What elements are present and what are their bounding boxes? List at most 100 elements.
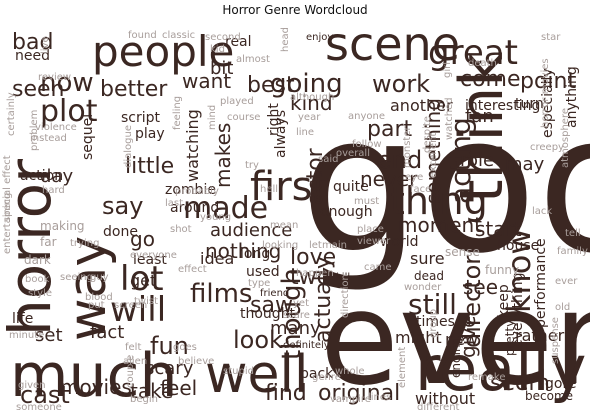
word-real: real: [225, 34, 252, 50]
word-find: find: [265, 381, 307, 406]
word-lines: lines: [368, 392, 391, 403]
word-script: script: [121, 110, 161, 126]
word-twist: twist: [134, 296, 158, 307]
word-pretty: pretty: [503, 320, 517, 356]
word-need: need: [15, 48, 50, 64]
word-girl: girl: [442, 62, 453, 78]
word-know: know: [500, 228, 538, 313]
word-lack: lack: [532, 206, 552, 217]
word-played: played: [220, 96, 254, 107]
word-someone: someone: [16, 402, 62, 413]
word-great: great: [428, 33, 518, 73]
word-wonder: wonder: [404, 282, 442, 293]
word-hell: hell: [260, 184, 278, 195]
word-creepy: creepy: [530, 142, 564, 153]
word-hard: hard: [42, 185, 65, 196]
word-almost: almost: [236, 54, 270, 65]
word-going: going: [270, 69, 343, 99]
word-eye: eye: [405, 172, 423, 183]
word-main: main: [322, 240, 347, 251]
word-line: line: [296, 127, 314, 138]
word-watched: watched: [444, 97, 455, 140]
word-seen: seen: [12, 77, 64, 102]
word-may: may: [505, 154, 545, 175]
word-certainly: certainly: [6, 92, 17, 136]
word-give: give: [456, 316, 480, 358]
word-back: back: [300, 366, 334, 382]
word-work: work: [372, 70, 430, 98]
word-entertaining: entertaining: [2, 193, 13, 254]
word-believe: believe: [178, 356, 214, 367]
word-kid: kid: [210, 44, 225, 55]
word-even: even: [320, 265, 590, 414]
word-enough: enough: [320, 204, 373, 220]
word-scene: scene: [325, 18, 460, 71]
word-horror-movies: horror movies: [540, 58, 551, 128]
word-viewer: viewer: [357, 236, 391, 247]
word-day: day: [40, 166, 73, 187]
word-action: action: [20, 168, 63, 184]
word-violence: violence: [35, 122, 77, 133]
word-part: part: [367, 117, 412, 142]
word-another: another: [390, 96, 453, 115]
word-sure: sure: [410, 249, 445, 268]
word-face: face: [410, 184, 431, 195]
word-moment: moment: [398, 213, 482, 237]
word-felt: felt: [125, 342, 141, 353]
word-dialogue: dialogue: [123, 125, 134, 168]
word-seem: seem: [490, 371, 550, 396]
word-interesting: interesting: [465, 98, 540, 114]
word-thing: thing: [390, 179, 488, 223]
word-watching: watching: [183, 109, 202, 182]
word-first: first: [250, 164, 328, 210]
word-scary: scary: [145, 358, 194, 379]
word-start: start: [475, 217, 522, 241]
word-excellent: excellent: [428, 133, 439, 178]
word-place: place: [357, 224, 384, 235]
word-feeling: feeling: [172, 96, 183, 130]
word-zombie: zombie: [165, 182, 216, 198]
word-atmosphere: atmosphere: [560, 108, 571, 168]
word-follow: follow: [352, 139, 382, 150]
word-funny: funny: [485, 263, 519, 277]
word-sequel: sequel: [80, 114, 96, 160]
word-live: live: [40, 36, 51, 54]
word-friend: friend: [260, 288, 289, 299]
word-said: said: [318, 154, 338, 165]
word-nothing: nothing: [205, 239, 281, 263]
word-keep: keep: [496, 284, 512, 318]
word-used: used: [246, 264, 280, 280]
word-might: might: [395, 328, 442, 347]
word-play: play: [135, 126, 165, 142]
word-performance: performance: [533, 238, 549, 328]
word-life: life: [12, 311, 33, 327]
word-young: young: [200, 212, 231, 223]
word-anything: anything: [564, 66, 580, 128]
word-must: must: [354, 196, 379, 207]
word-best: best: [247, 73, 295, 98]
word-tell: tell: [565, 228, 581, 239]
word-trying: trying: [70, 238, 99, 249]
word-well: well: [205, 345, 308, 405]
word-death: death: [468, 58, 497, 69]
word-plot: plot: [40, 94, 98, 129]
word-stupid: stupid: [223, 366, 254, 377]
word-idea: idea: [200, 249, 234, 268]
word-see: see: [463, 275, 498, 299]
word-something: something: [421, 98, 445, 204]
word-old: old: [555, 302, 570, 313]
word-given: given: [18, 380, 46, 391]
word-suspense: suspense: [550, 317, 561, 364]
word-world: world: [380, 234, 419, 250]
word-around: around: [170, 200, 219, 216]
word-remake: remake: [468, 372, 506, 383]
word-everyone: everyone: [130, 250, 177, 261]
word-many: many: [270, 318, 321, 339]
word-point: point: [520, 69, 576, 94]
word-take: take: [130, 379, 173, 403]
word-genre: genre: [312, 372, 341, 383]
word-far: far: [40, 235, 57, 249]
word-course: course: [227, 112, 260, 123]
word-goes: goes: [173, 342, 197, 353]
word-least: least: [133, 252, 167, 268]
